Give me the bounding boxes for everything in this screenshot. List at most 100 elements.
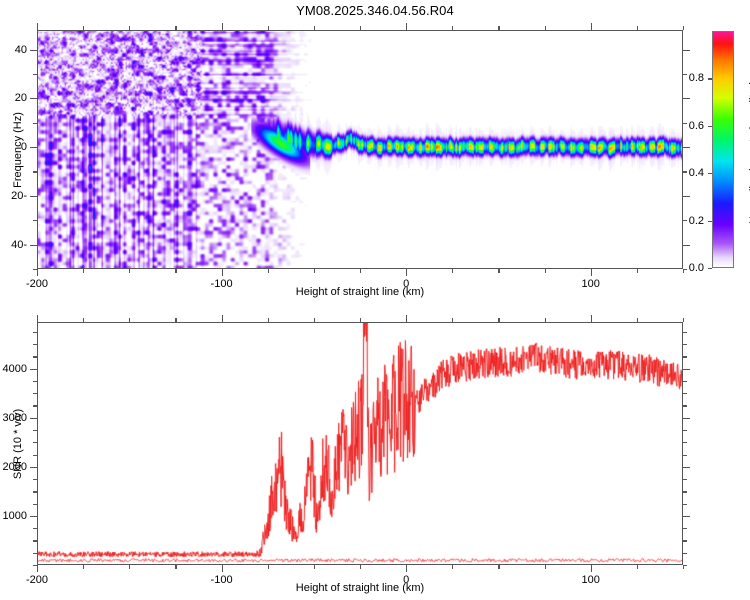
xtick-label: 0: [403, 574, 410, 586]
colorbar-tick: [708, 268, 712, 270]
colorbar-tick-label: 0.2: [688, 214, 704, 227]
tick-minor-y: [33, 442, 37, 444]
tick-minor-y: [33, 269, 37, 271]
tick-minor-x: [544, 269, 546, 273]
colorbar-gradient: [713, 32, 733, 267]
tick-minor-y: [683, 491, 687, 493]
tick-minor-y: [30, 466, 37, 468]
tick-minor-y: [683, 540, 687, 542]
colorbar-tick: [708, 220, 712, 222]
tick-minor-x: [590, 269, 592, 276]
tick-minor-y: [683, 331, 687, 333]
tick-minor-x: [221, 565, 223, 572]
tick-minor-x: [544, 318, 546, 322]
tick-minor-x: [175, 269, 177, 273]
tick-minor-y: [683, 380, 687, 383]
tick-minor-y: [683, 466, 690, 468]
tick-minor-y: [683, 244, 690, 246]
tick-minor-x: [683, 565, 685, 569]
tick-minor-x: [590, 23, 592, 30]
tick-minor-x: [498, 565, 500, 569]
tick-minor-y: [33, 122, 37, 124]
tick-minor-y: [33, 491, 37, 493]
tick-minor-y: [683, 417, 690, 419]
spectrogram-xaxis-label: Height of straight line (km): [295, 286, 425, 298]
tick-minor-x: [452, 269, 454, 273]
colorbar-tick-label: 0.4: [688, 167, 704, 180]
xtick-label: -100: [210, 574, 233, 586]
tick-minor-x: [636, 26, 639, 30]
tick-minor-x: [37, 269, 39, 276]
tick-minor-x: [452, 26, 454, 30]
tick-minor-x: [83, 318, 85, 322]
tick-minor-x: [129, 565, 131, 569]
tick-minor-y: [33, 171, 37, 173]
tick-minor-x: [683, 269, 685, 273]
tick-minor-y: [33, 73, 37, 76]
spectrogram-yaxis-label: Frequency (Hz): [12, 112, 24, 188]
tick-minor-x: [221, 23, 223, 30]
xtick-label: -100: [210, 278, 233, 290]
tick-minor-x: [360, 318, 362, 322]
tick-minor-x: [37, 23, 39, 30]
tick-minor-x: [452, 565, 454, 569]
colorbar-tick: [708, 125, 712, 127]
tick-minor-y: [30, 515, 37, 518]
tick-minor-y: [683, 356, 687, 358]
tick-minor-x: [498, 26, 500, 30]
tick-minor-x: [452, 318, 454, 322]
tick-minor-y: [33, 479, 37, 481]
tick-minor-y: [33, 430, 37, 432]
tick-minor-x: [406, 315, 408, 322]
tick-minor-y: [683, 49, 690, 51]
snr-xaxis-label: Height of straight line (km): [295, 582, 425, 594]
colorbar: [712, 31, 734, 268]
tick-minor-y: [683, 393, 687, 395]
colorbar-tick: [708, 173, 712, 175]
tick-minor-y: [683, 98, 690, 100]
xtick-label: 0: [403, 278, 410, 290]
tick-minor-y: [683, 515, 690, 518]
tick-minor-x: [221, 269, 223, 276]
tick-minor-x: [406, 269, 408, 276]
tick-minor-y: [33, 220, 37, 222]
tick-minor-x: [406, 23, 408, 30]
tick-minor-x: [175, 26, 177, 30]
tick-minor-x: [83, 269, 85, 273]
tick-minor-y: [33, 528, 37, 530]
tick-minor-y: [683, 479, 687, 481]
tick-minor-x: [83, 565, 85, 569]
xtick-label: 100: [581, 574, 600, 586]
tick-minor-y: [683, 565, 687, 567]
tick-minor-y: [33, 454, 37, 456]
snr-plot-area: [37, 322, 683, 565]
tick-minor-y: [33, 331, 37, 333]
tick-minor-y: [683, 220, 687, 222]
tick-minor-x: [544, 565, 546, 569]
xtick-label: -200: [25, 574, 49, 586]
tick-minor-y: [683, 171, 687, 173]
tick-minor-x: [360, 565, 362, 569]
tick-minor-x: [267, 269, 269, 273]
tick-minor-x: [267, 565, 269, 569]
snr-yaxis-label: SNR (10 * v/v): [12, 408, 24, 480]
tick-minor-y: [30, 244, 37, 246]
tick-minor-x: [221, 315, 223, 322]
tick-minor-y: [683, 269, 687, 271]
tick-minor-x: [498, 318, 500, 322]
tick-minor-y: [33, 540, 37, 542]
spectrogram-canvas: [38, 31, 682, 268]
tick-minor-x: [313, 269, 316, 273]
xtick-label: 100: [581, 278, 600, 290]
tick-minor-x: [683, 318, 685, 322]
tick-minor-x: [313, 565, 316, 569]
tick-minor-x: [360, 269, 362, 273]
tick-minor-y: [683, 405, 687, 407]
tick-minor-y: [683, 344, 687, 346]
tick-minor-y: [683, 503, 687, 505]
xtick-label: -200: [25, 278, 49, 290]
tick-minor-y: [33, 503, 37, 505]
tick-minor-x: [636, 565, 639, 569]
tick-minor-x: [37, 565, 39, 572]
